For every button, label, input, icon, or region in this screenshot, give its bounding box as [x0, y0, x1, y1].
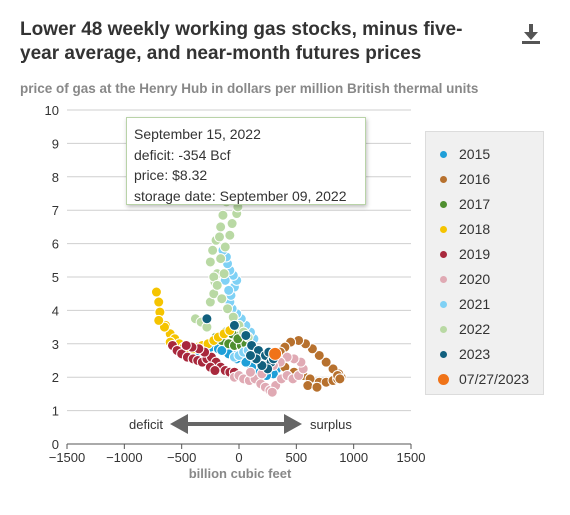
x-tick-label: 1500 — [397, 450, 426, 465]
data-point-2022[interactable] — [224, 229, 236, 241]
x-tick-label: −1000 — [106, 450, 143, 465]
legend-marker — [440, 175, 447, 183]
data-points — [150, 160, 347, 398]
data-point-2018[interactable] — [150, 286, 162, 298]
legend-label: 2016 — [459, 171, 491, 187]
data-point-07-27-2023[interactable] — [268, 346, 283, 361]
x-tick-label: 500 — [285, 450, 307, 465]
legend-label: 2015 — [459, 146, 491, 162]
data-point-2020[interactable] — [244, 366, 256, 378]
deficit-label: deficit — [129, 417, 163, 432]
data-point-2022[interactable] — [211, 279, 223, 291]
data-point-2022[interactable] — [215, 221, 227, 233]
legend-item-2018[interactable]: 2018 — [440, 220, 490, 238]
legend-marker — [440, 150, 447, 158]
legend-marker — [440, 325, 447, 333]
data-point-2023[interactable] — [240, 329, 252, 341]
surplus-label: surplus — [310, 417, 352, 432]
legend-label: 2022 — [459, 321, 491, 337]
legend-label: 2017 — [459, 196, 491, 212]
chart-title: Lower 48 weekly working gas stocks, minu… — [20, 19, 463, 64]
y-tick-label: 8 — [52, 170, 59, 185]
legend-marker — [440, 250, 447, 258]
y-tick-label: 3 — [52, 337, 59, 352]
y-tick-label: 7 — [52, 203, 59, 218]
x-tick-label: 0 — [235, 450, 242, 465]
y-tick-label: 2 — [52, 370, 59, 385]
x-tick-label: 1000 — [339, 450, 368, 465]
y-tick-label: 4 — [52, 303, 59, 318]
download-icon[interactable] — [520, 22, 542, 46]
legend-label: 07/27/2023 — [459, 371, 530, 387]
legend-item-2020[interactable]: 2020 — [440, 270, 490, 288]
data-point-2022[interactable] — [215, 253, 227, 265]
tooltip-deficit: deficit: -354 Bcf — [134, 146, 231, 163]
legend-item-2017[interactable]: 2017 — [440, 195, 490, 213]
legend-item-2023[interactable]: 2023 — [440, 345, 490, 363]
y-tick-label: 9 — [52, 136, 59, 151]
legend-item-07-27-2023[interactable]: 07/27/2023 — [438, 370, 530, 388]
legend-marker — [440, 275, 447, 283]
y-tick-label: 5 — [52, 270, 59, 285]
legend-label: 2023 — [459, 346, 491, 362]
deficit-surplus-arrow: deficit surplus — [129, 414, 352, 434]
chart-subtitle: price of gas at the Henry Hub in dollars… — [20, 81, 479, 96]
legend-item-2021[interactable]: 2021 — [440, 295, 490, 313]
data-point-2022[interactable] — [219, 241, 231, 253]
data-point-2016[interactable] — [302, 380, 314, 392]
legend-item-2016[interactable]: 2016 — [440, 170, 490, 188]
data-point-2022[interactable] — [218, 268, 230, 280]
data-point-2016[interactable] — [320, 356, 332, 368]
x-tick-label: −1500 — [49, 450, 86, 465]
legend-item-2019[interactable]: 2019 — [440, 245, 490, 263]
x-tick-label: −500 — [167, 450, 196, 465]
y-axis-ticks: 0 1 2 3 4 5 6 7 8 9 10 — [45, 103, 59, 452]
legend-marker — [438, 373, 449, 385]
tooltip-date: September 15, 2022 — [134, 126, 261, 142]
legend-label: 2021 — [459, 296, 491, 312]
data-point-2022[interactable] — [216, 293, 228, 305]
y-tick-label: 1 — [52, 404, 59, 419]
legend-marker — [440, 350, 447, 358]
data-point-2022[interactable] — [207, 244, 219, 256]
tooltip-price: price: $8.32 — [134, 167, 208, 183]
data-point-2022[interactable] — [214, 231, 226, 243]
data-point-2023[interactable] — [244, 349, 256, 361]
tooltip-storage: storage date: September 09, 2022 — [134, 187, 347, 204]
legend-marker — [440, 225, 447, 233]
x-axis-ticks: −1500 −1000 −500 0 500 1000 1500 — [49, 444, 426, 465]
data-point-2019[interactable] — [209, 365, 221, 377]
data-point-2021[interactable] — [223, 284, 235, 296]
data-point-2023[interactable] — [228, 319, 240, 331]
legend-marker — [440, 300, 447, 308]
data-point-2018[interactable] — [153, 296, 165, 308]
data-point-2020[interactable] — [266, 386, 278, 398]
data-point-2022[interactable] — [222, 303, 234, 315]
data-point-2022[interactable] — [226, 218, 238, 230]
data-point-2016[interactable] — [313, 349, 325, 361]
data-point-2019[interactable] — [180, 339, 192, 351]
data-point-2022[interactable] — [204, 256, 216, 268]
legend-item-2022[interactable]: 2022 — [440, 320, 490, 338]
legend-label: 2019 — [459, 246, 491, 262]
tooltip: September 15, 2022 deficit: -354 Bcf pri… — [126, 117, 366, 205]
legend-marker — [440, 200, 447, 208]
data-point-2023[interactable] — [201, 313, 213, 325]
data-point-2016[interactable] — [311, 381, 323, 393]
legend-label: 2018 — [459, 221, 491, 237]
y-tick-label: 6 — [52, 237, 59, 252]
data-point-2018[interactable] — [153, 314, 165, 326]
data-point-2016[interactable] — [334, 373, 346, 385]
legend: 2015 2016 2017 2018 2019 2020 2021 2022 2023 07/2… — [425, 131, 544, 395]
legend-item-2015[interactable]: 2015 — [440, 145, 490, 163]
y-tick-label: 0 — [52, 437, 59, 452]
data-point-2022[interactable] — [217, 209, 229, 221]
y-tick-label: 10 — [45, 103, 59, 118]
legend-label: 2020 — [459, 271, 491, 287]
x-axis-label: billion cubic feet — [189, 466, 292, 481]
